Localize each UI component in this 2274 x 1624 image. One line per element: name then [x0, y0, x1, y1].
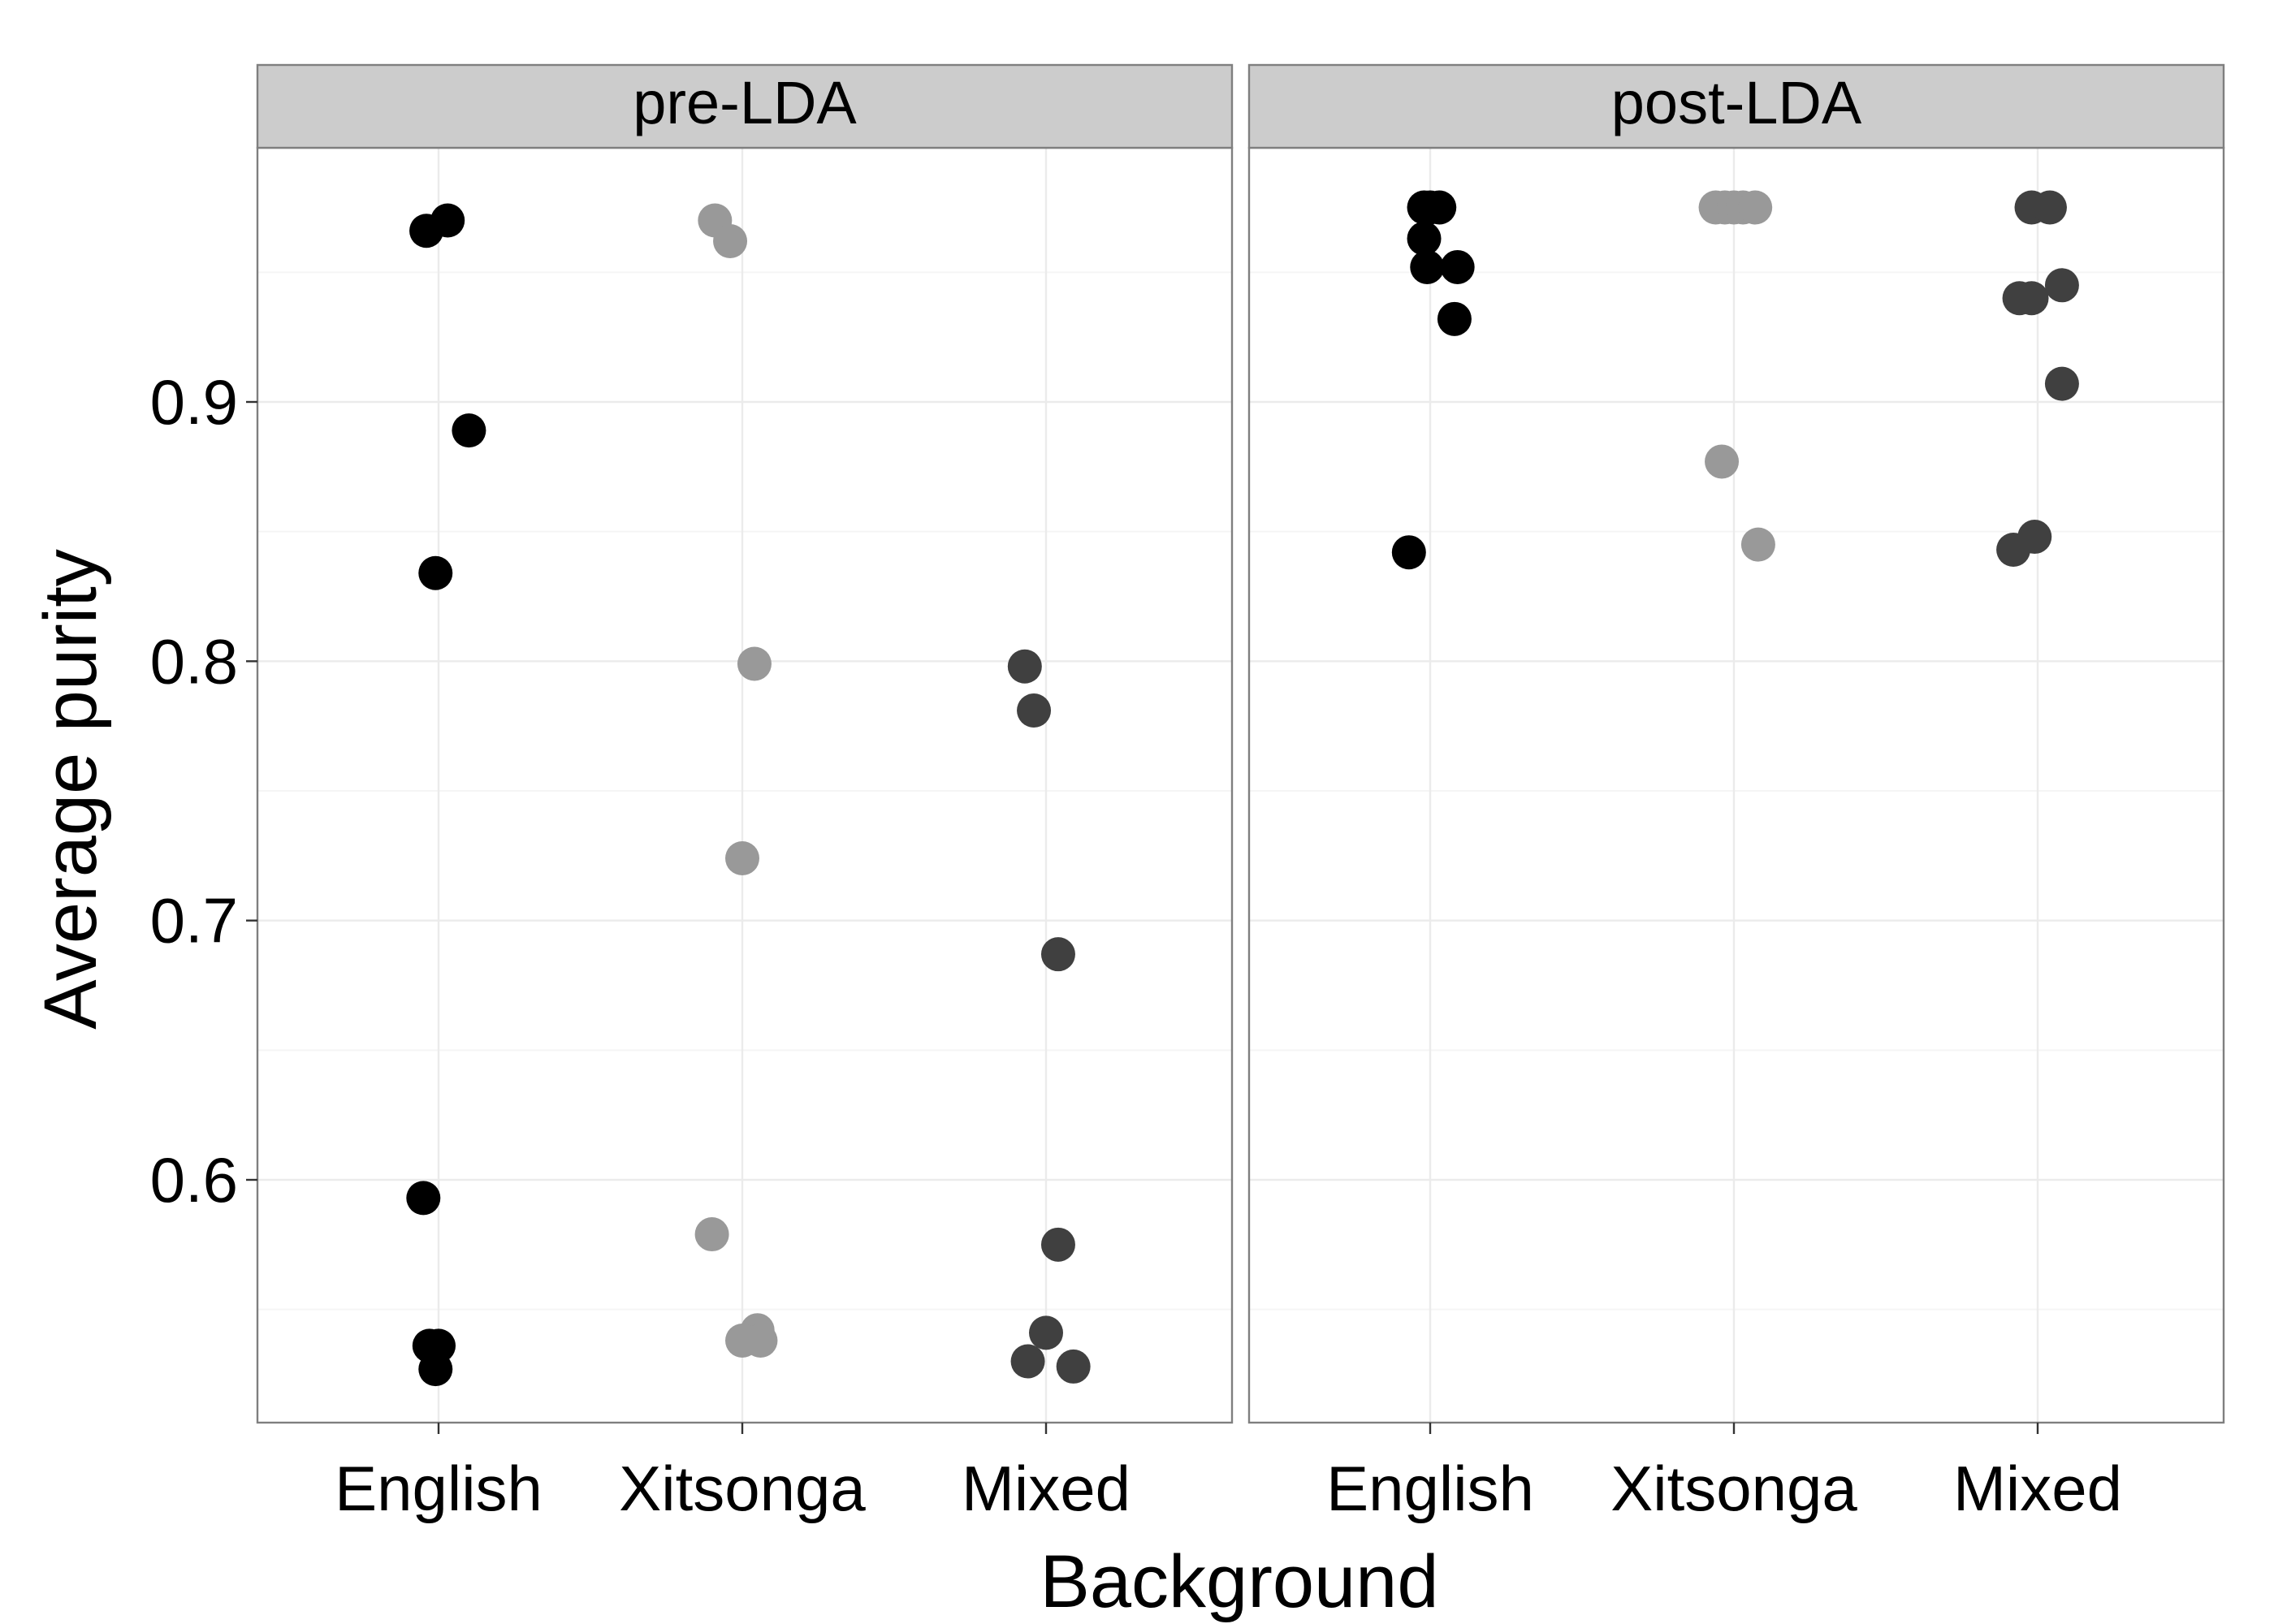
data-point [1740, 527, 1775, 562]
data-point [694, 1217, 729, 1252]
data-point [2044, 366, 2079, 401]
facet-strip [256, 63, 1234, 149]
data-point [2032, 190, 2067, 225]
data-point [1040, 1227, 1075, 1262]
panel-background [257, 148, 1232, 1423]
x-tick-label: Mixed [1953, 1453, 2122, 1524]
data-point [1029, 1315, 1063, 1350]
data-point [1017, 693, 1052, 728]
panel-pre-lda: pre-LDA English Xitsonga Mixed [256, 63, 1234, 1524]
panels-layer: pre-LDA English Xitsonga Mixed post-LDA Engli… [256, 63, 2225, 1524]
y-tick-label: 0.8 [150, 625, 238, 697]
facet-strip-label: pre-LDA [633, 69, 857, 136]
x-tick-label: English [1326, 1453, 1534, 1524]
data-point [1440, 249, 1475, 284]
x-tick-label: English [335, 1453, 543, 1524]
panel-background [1249, 148, 2224, 1423]
data-point [713, 224, 748, 259]
data-point [418, 1352, 453, 1387]
panel-post-lda: post-LDA English Xitsonga Mixed [1247, 63, 2225, 1524]
data-point [743, 1323, 778, 1358]
data-point [1705, 444, 1740, 479]
series-english [1391, 190, 1475, 570]
y-axis-label: Average purity [29, 549, 112, 1030]
facet-strip [1247, 63, 2225, 149]
data-point [2014, 281, 2049, 316]
x-tick-label: Xitsonga [619, 1453, 866, 1524]
y-tick-label: 0.9 [150, 366, 238, 438]
series-mixed [1996, 190, 2079, 568]
data-point [1056, 1349, 1091, 1384]
data-point [1996, 533, 2031, 568]
data-point [1437, 301, 1472, 336]
data-point [409, 214, 444, 248]
series-xitsonga [694, 203, 778, 1358]
data-point [418, 555, 453, 590]
data-point [1010, 1344, 1045, 1379]
data-point [1040, 937, 1075, 972]
data-point [406, 1181, 441, 1216]
data-point [1422, 190, 1457, 225]
data-point [1007, 649, 1042, 684]
y-tick-label: 0.7 [150, 885, 238, 957]
data-point [1391, 535, 1426, 570]
data-point [1410, 249, 1445, 284]
x-tick-label: Mixed [962, 1453, 1131, 1524]
x-tick-label: Xitsonga [1610, 1453, 1857, 1524]
y-tick-label: 0.6 [150, 1144, 238, 1216]
series-mixed [1007, 649, 1091, 1384]
y-axis: 0.6 0.7 0.8 0.9 [150, 366, 257, 1216]
x-axis-label: Background [1040, 1540, 1439, 1623]
series-english [406, 203, 486, 1387]
data-point [725, 841, 759, 876]
facet-strip-label: post-LDA [1611, 69, 1862, 136]
data-point [1738, 190, 1773, 225]
data-point [1407, 221, 1442, 256]
series-xitsonga [1698, 190, 1775, 562]
data-point [2044, 268, 2079, 303]
data-point [452, 413, 486, 448]
data-point [737, 646, 772, 681]
